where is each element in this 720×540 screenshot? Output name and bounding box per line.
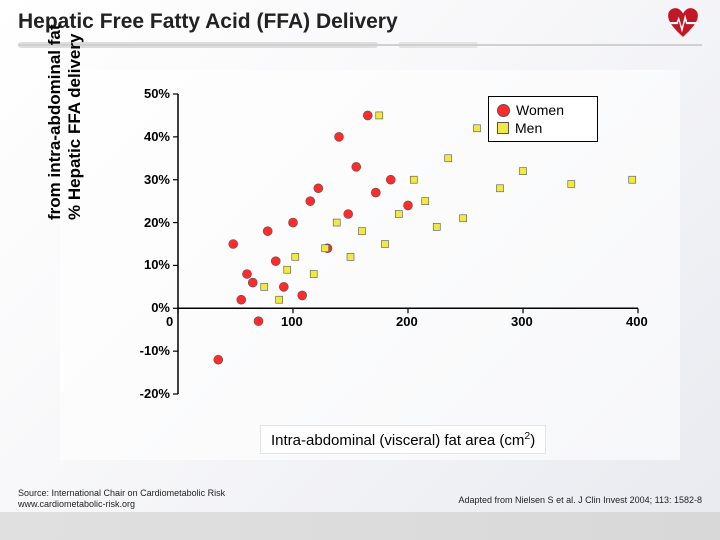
y-tick-label: -20%	[126, 386, 170, 401]
y-tick-label: -10%	[126, 343, 170, 358]
footer-source-line2: www.cardiometabolic-risk.org	[18, 499, 225, 510]
y-axis-label: from intra-abdominal fat % Hepatic FFA d…	[45, 24, 85, 220]
legend-women-label: Women	[516, 102, 564, 118]
footer-citation: Adapted from Nielsen S et al. J Clin Inv…	[459, 495, 702, 505]
y-tick-label: 0%	[126, 300, 170, 315]
men-marker-icon	[497, 122, 509, 134]
scatter-plot: Women Men -20%-10%0%10%20%30%40%50% 0100…	[168, 84, 648, 424]
footer-source-line1: Source: International Chair on Cardiomet…	[18, 488, 225, 499]
chart-container: from intra-abdominal fat % Hepatic FFA d…	[60, 70, 680, 460]
x-tick-label: 200	[396, 314, 418, 329]
x-tick-label: 300	[511, 314, 533, 329]
bottom-band	[0, 512, 720, 540]
legend: Women Men	[488, 96, 598, 142]
y-tick-label: 10%	[126, 257, 170, 272]
legend-row-men: Men	[497, 119, 589, 137]
x-tick-label: 0	[166, 314, 173, 329]
title-rule	[18, 38, 702, 54]
slide: Hepatic Free Fatty Acid (FFA) Delivery f…	[0, 0, 720, 540]
y-tick-label: 30%	[126, 172, 170, 187]
footer-source: Source: International Chair on Cardiomet…	[18, 488, 225, 510]
legend-row-women: Women	[497, 101, 589, 119]
legend-men-label: Men	[515, 120, 542, 136]
x-tick-label: 400	[626, 314, 648, 329]
x-tick-label: 100	[281, 314, 303, 329]
heart-logo-icon	[666, 6, 700, 40]
y-tick-label: 50%	[126, 86, 170, 101]
y-axis-label-line1: % Hepatic FFA delivery	[65, 24, 85, 220]
x-axis-label-suffix: )	[530, 432, 535, 449]
x-axis-label: Intra-abdominal (visceral) fat area (cm2…	[260, 425, 546, 454]
y-tick-label: 40%	[126, 129, 170, 144]
women-marker-icon	[497, 104, 510, 117]
y-axis-label-line2: from intra-abdominal fat	[45, 24, 64, 220]
x-axis-label-prefix: Intra-abdominal (visceral) fat area (cm	[271, 432, 524, 449]
y-tick-label: 20%	[126, 215, 170, 230]
